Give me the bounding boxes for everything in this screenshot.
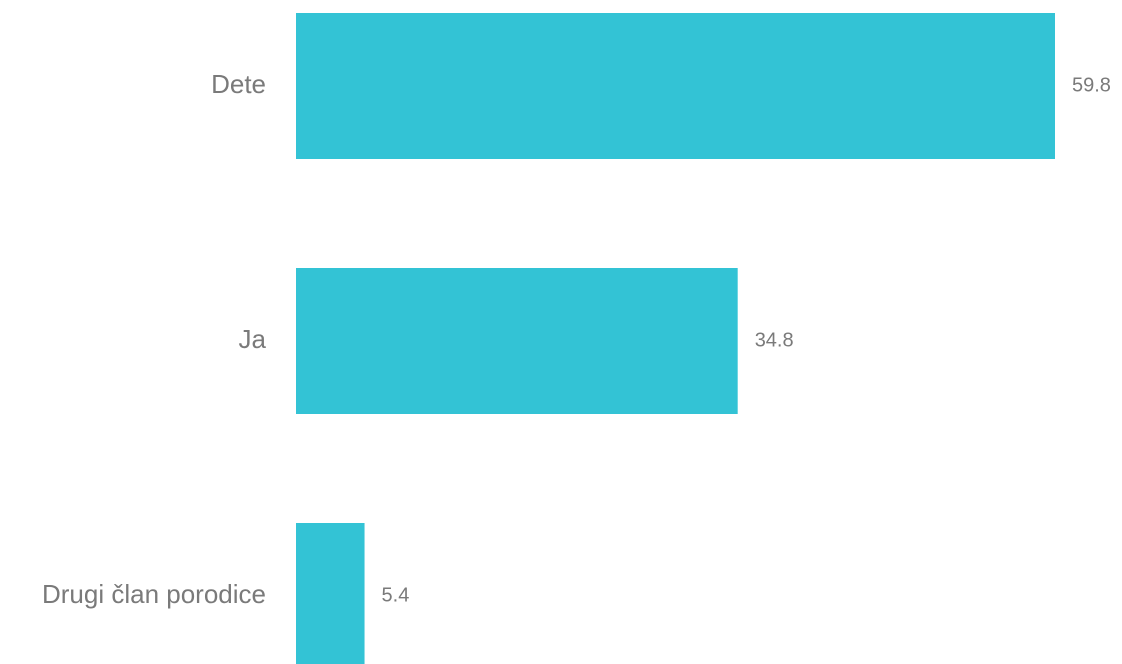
value-label-ja: 34.8: [755, 329, 794, 351]
category-label-ja: Ja: [239, 324, 267, 354]
bar-drugi-clan-porodice: [296, 523, 365, 664]
category-label-dete: Dete: [211, 69, 266, 99]
bar-ja: [296, 268, 738, 414]
category-label-drugi-clan-porodice: Drugi član porodice: [42, 579, 266, 609]
value-label-drugi-clan-porodice: 5.4: [382, 584, 410, 606]
labels-layer: Dete 59.8 Ja 34.8 Drugi član porodice 5.4: [42, 69, 1111, 609]
bar-dete: [296, 13, 1055, 159]
bars-layer: [296, 13, 1055, 664]
value-label-dete: 59.8: [1072, 74, 1111, 96]
